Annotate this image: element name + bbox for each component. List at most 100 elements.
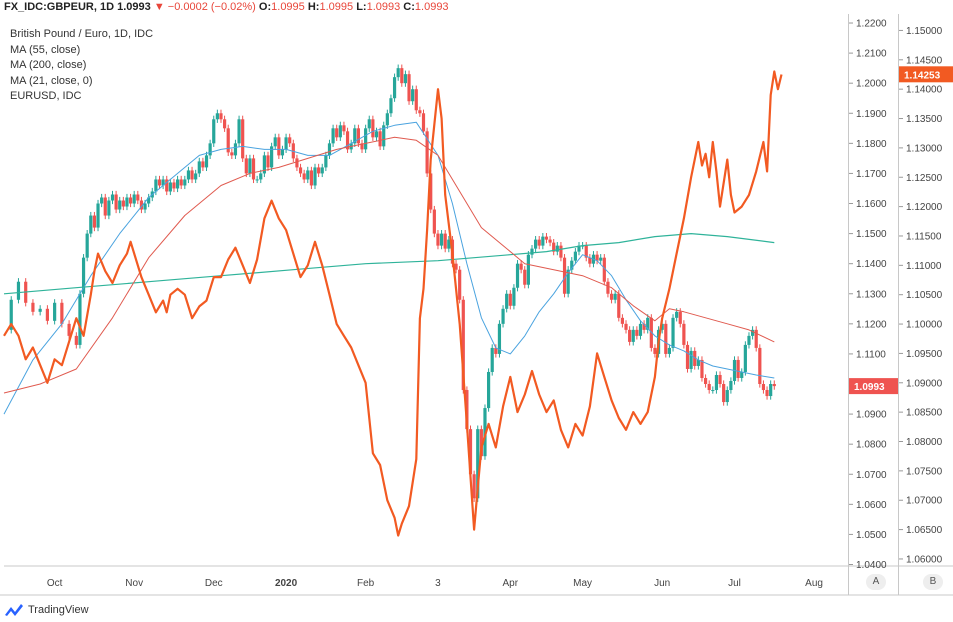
candle-body — [573, 251, 577, 261]
candle-body — [635, 329, 639, 336]
candle-body — [244, 158, 248, 174]
candle-body — [280, 149, 285, 156]
brand-footer[interactable]: TradingView — [4, 603, 89, 617]
candle-body — [682, 323, 686, 345]
right-axis-tick-label: 1.06000 — [906, 554, 943, 565]
left-axis-tick-label: 1.0600 — [856, 500, 887, 511]
low-value: 1.0993 — [366, 1, 401, 13]
candle-body — [255, 179, 259, 181]
candle-body — [664, 323, 668, 354]
right-axis-tick-label: 1.10000 — [906, 320, 943, 331]
candle-body — [16, 281, 21, 300]
legend-ma21[interactable]: MA (21, close, 0) — [10, 74, 93, 87]
legend-eurusd[interactable]: EURUSD, IDC — [10, 90, 82, 102]
candle-body — [161, 179, 165, 186]
candle-body — [327, 143, 332, 156]
candle-body — [501, 308, 505, 324]
candle-body — [584, 245, 588, 258]
candle-body — [447, 239, 451, 249]
left-axis-tick-label: 1.1500 — [856, 229, 887, 240]
candle-body — [685, 344, 690, 369]
candle-body — [298, 167, 303, 174]
right-axis-tick-label: 1.08000 — [906, 437, 943, 448]
candle-body — [259, 173, 263, 180]
candle-body — [555, 245, 559, 252]
candle-body — [186, 170, 191, 180]
candle-body — [121, 200, 125, 207]
candle-body — [266, 155, 270, 168]
candle-body — [562, 257, 567, 294]
candle-body — [45, 308, 49, 321]
candle-body — [602, 257, 606, 282]
left-axis-tick-label: 1.1800 — [856, 139, 887, 150]
candle-body — [700, 359, 704, 378]
legend-title[interactable]: British Pound / Euro, 1D, IDC — [10, 28, 154, 40]
left-axis-tick-label: 1.1400 — [856, 259, 887, 270]
axis-b-button[interactable]: B — [923, 574, 943, 590]
candle-body — [132, 194, 136, 204]
candle-body — [317, 167, 321, 174]
candle-body — [374, 131, 379, 138]
candle-body — [392, 77, 397, 99]
gbpeur-last-price-label: 1.0993 — [854, 382, 885, 393]
left-axis-tick-label: 1.1100 — [856, 349, 886, 360]
candle-body — [208, 143, 212, 156]
axis-a-button[interactable]: A — [866, 574, 886, 590]
candle-body — [110, 194, 115, 201]
candle-body — [421, 113, 426, 132]
candle-body — [646, 317, 650, 330]
candle-body — [624, 323, 628, 330]
candle-body — [345, 131, 350, 150]
candle-body — [609, 293, 614, 300]
candle-body — [425, 131, 429, 174]
candle-body — [714, 374, 719, 391]
candle-body — [139, 200, 144, 210]
candle-body — [418, 110, 422, 114]
candle-body — [541, 236, 545, 246]
right-axis-tick-label: 1.10500 — [906, 290, 943, 301]
indicator-legend: British Pound / Euro, 1D, IDC MA (55, cl… — [10, 27, 153, 105]
candle-body — [154, 179, 158, 192]
candle-body — [696, 359, 700, 366]
candle-body — [443, 233, 447, 249]
last-price: 1.0993 — [117, 1, 151, 13]
candle-body — [559, 245, 563, 258]
left-axis-tick-label: 1.0800 — [856, 440, 887, 451]
tradingview-logo-icon — [5, 604, 23, 616]
candle-body — [505, 293, 509, 309]
candle-body — [367, 119, 371, 129]
candle-body — [577, 245, 581, 252]
candle-body — [671, 317, 675, 348]
candle-body — [89, 215, 93, 234]
left-axis-tick-label: 1.0700 — [856, 470, 887, 481]
candle-body — [9, 299, 13, 330]
candle-body — [53, 302, 57, 321]
legend-ma55[interactable]: MA (55, close) — [10, 43, 81, 56]
right-axis-tick-label: 1.13000 — [906, 143, 943, 154]
right-axis-tick-label: 1.12500 — [906, 173, 943, 184]
candle-body — [772, 384, 776, 387]
candle-body — [31, 302, 35, 312]
candle-body — [295, 158, 299, 168]
candle-body — [486, 371, 491, 409]
open-value: 1.0995 — [271, 1, 305, 13]
candle-body — [251, 158, 256, 180]
candle-body — [114, 194, 118, 210]
low-label: L: — [356, 1, 367, 13]
eurusd-last-price-tag — [899, 66, 953, 83]
gbpeur-last-price-tag — [849, 378, 898, 395]
symbol-label[interactable]: FX_IDC:GBPEUR, 1D — [4, 1, 115, 13]
candle-body — [606, 281, 610, 294]
candle-body — [729, 380, 733, 391]
high-value: 1.0995 — [319, 1, 354, 13]
x-axis-tick-label: 3 — [435, 578, 441, 589]
open-label: O: — [258, 1, 272, 13]
candle-body — [620, 317, 625, 324]
ma55-line — [3, 121, 775, 415]
candle-body — [689, 350, 693, 369]
candle-body — [414, 89, 418, 111]
candle-body — [472, 474, 476, 499]
x-axis-tick-label: Nov — [125, 578, 143, 589]
legend-ma200[interactable]: MA (200, close) — [10, 59, 87, 71]
